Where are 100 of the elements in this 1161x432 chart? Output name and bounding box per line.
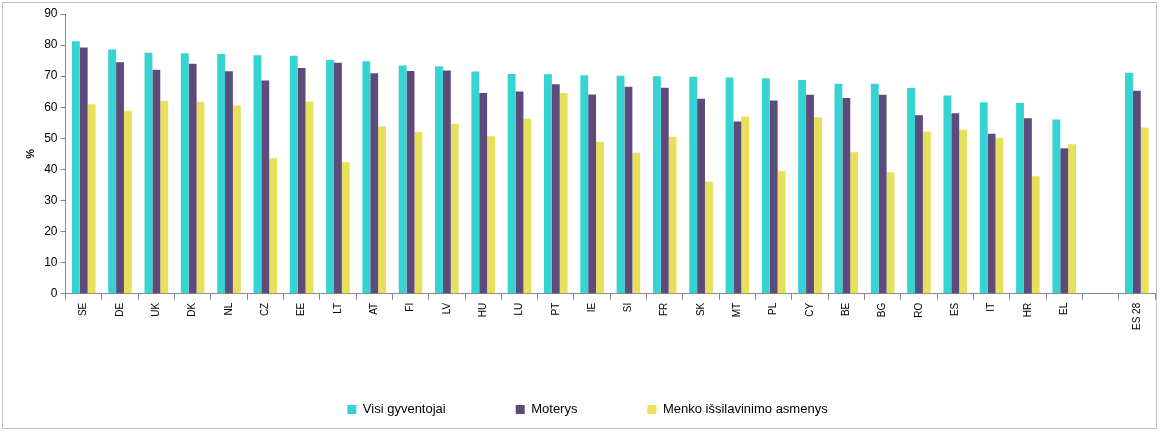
x-tick-label: NL: [222, 302, 234, 316]
bar: [1023, 118, 1032, 294]
x-tick-label: BG: [876, 302, 888, 318]
bar: [850, 152, 859, 294]
bar: [414, 132, 423, 294]
bar: [733, 121, 742, 294]
x-tick-label: EL: [1057, 302, 1069, 315]
bar: [341, 162, 350, 294]
x-tick-label: LT: [331, 302, 343, 314]
x-tick-label: CY: [803, 302, 815, 317]
bar: [1031, 176, 1040, 294]
bar: [1068, 144, 1077, 294]
bar: [217, 54, 226, 294]
x-tick-label: ES 28: [1130, 302, 1142, 331]
bar: [471, 71, 480, 294]
bar: [326, 60, 334, 294]
bar: [551, 84, 560, 294]
bar: [232, 105, 241, 294]
bar: [79, 47, 88, 294]
bar: [269, 158, 278, 294]
x-tick-label: EE: [295, 302, 307, 317]
bar: [362, 61, 371, 294]
x-tick-label: UK: [150, 302, 162, 317]
bar: [878, 94, 887, 294]
bar: [116, 62, 124, 294]
bar: [123, 110, 132, 294]
x-tick-label: LU: [513, 302, 525, 316]
x-tick-label: DE: [113, 302, 125, 317]
bar: [398, 65, 407, 294]
bar: [370, 73, 379, 294]
bar: [798, 79, 807, 294]
bar: [442, 70, 451, 294]
x-tick-label: IT: [985, 302, 997, 312]
bar: [253, 55, 262, 294]
bar: [507, 73, 516, 294]
x-tick-label: HR: [1021, 302, 1033, 318]
bar: [813, 117, 822, 294]
bar: [951, 113, 960, 294]
bar: [652, 76, 661, 294]
bar: [705, 181, 713, 294]
bar: [378, 126, 387, 294]
bar: [188, 63, 197, 294]
bar: [588, 94, 597, 294]
x-tick-label: ES: [949, 302, 961, 317]
bar: [1125, 72, 1133, 294]
bar: [152, 69, 161, 294]
bar: [761, 78, 770, 294]
bar: [870, 83, 879, 294]
bar: [487, 136, 495, 294]
x-tick-label: DK: [186, 302, 198, 317]
x-tick-label: BE: [840, 302, 852, 317]
x-tick-label: PL: [767, 302, 779, 315]
bar: [544, 74, 552, 294]
x-tick-label: RO: [912, 302, 924, 318]
bar: [959, 129, 968, 294]
bar: [806, 94, 814, 294]
y-tick-label: 50: [44, 130, 58, 145]
x-tick-label: SK: [694, 302, 706, 317]
x-tick-label: SI: [622, 302, 634, 313]
y-tick-label: 20: [44, 223, 58, 238]
bar: [225, 71, 233, 294]
bar: [1016, 102, 1024, 294]
x-tick-label: CZ: [259, 302, 271, 317]
bar: [450, 123, 459, 294]
y-tick-label: 10: [44, 254, 58, 269]
x-tick-label: HU: [476, 302, 488, 318]
bar: [87, 104, 96, 294]
bar: [907, 87, 916, 294]
bar: [915, 115, 923, 294]
bar: [333, 62, 342, 294]
bar: [596, 141, 604, 294]
bar: [624, 86, 633, 294]
x-tick-label: LV: [440, 302, 452, 315]
x-tick-label: PT: [549, 302, 561, 316]
bar: [479, 92, 488, 294]
x-tick-label: IE: [585, 302, 597, 313]
bar: [660, 87, 669, 294]
bar: [979, 102, 988, 294]
bar: [943, 95, 952, 294]
legend-label: Menko išsilavinimo asmenys: [662, 401, 829, 417]
bar: [435, 66, 443, 294]
bar: [580, 75, 589, 294]
y-tick-label: 30: [44, 192, 58, 207]
bar: [668, 136, 677, 294]
bar: [987, 133, 996, 294]
x-tick-label: FI: [404, 302, 416, 312]
y-tick-label: 80: [44, 37, 58, 52]
y-tick-label: 90: [44, 6, 58, 21]
bar: [842, 97, 851, 294]
y-tick-label: 60: [44, 99, 58, 114]
bar: [523, 118, 532, 294]
bar: [160, 100, 169, 294]
bar: [741, 116, 750, 294]
y-tick-label: 0: [50, 286, 58, 301]
x-tick-label: AT: [367, 302, 379, 315]
bar: [108, 49, 117, 294]
bar: [922, 131, 931, 294]
y-tick-label: 40: [44, 161, 58, 176]
x-tick-label: SE: [77, 302, 89, 317]
bar: [1140, 127, 1149, 294]
